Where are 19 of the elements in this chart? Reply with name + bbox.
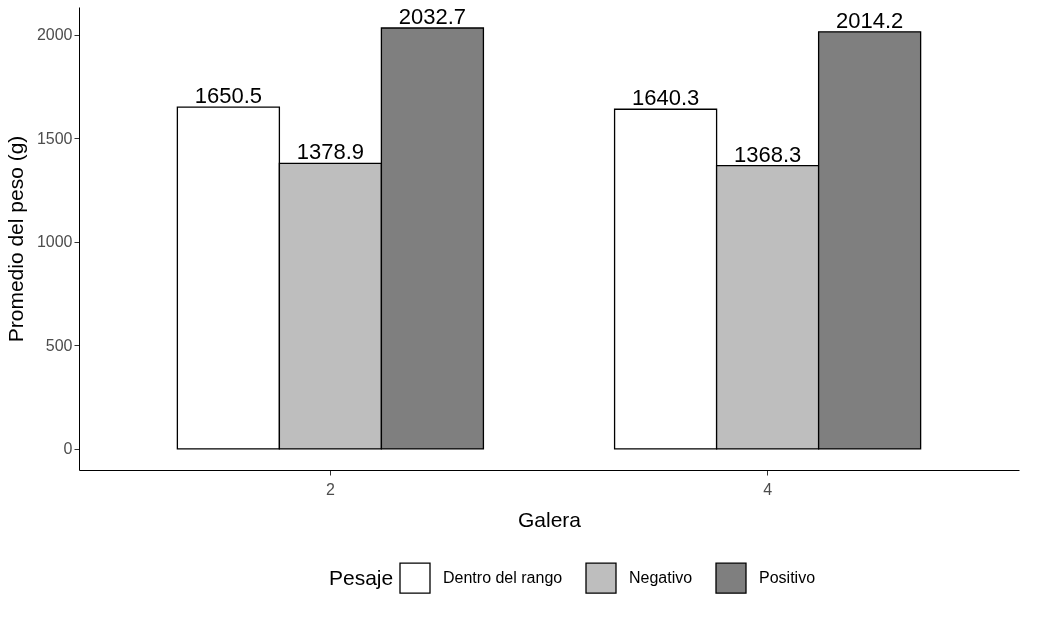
data-label: 1368.3 xyxy=(733,141,802,167)
data-label: 1650.5 xyxy=(194,83,263,109)
y-axis-title: Promedio del peso (g) xyxy=(3,135,27,343)
y-tick-label: 500 xyxy=(45,336,73,354)
y-tick-label: 2000 xyxy=(36,26,73,44)
y-tick-label: 0 xyxy=(63,440,73,458)
data-label: 1640.3 xyxy=(631,85,700,111)
x-tick-label: 4 xyxy=(763,480,773,498)
legend-label: Negativo xyxy=(629,569,693,587)
legend-label: Positivo xyxy=(759,569,816,587)
data-label: 2014.2 xyxy=(835,7,904,33)
y-tick-label: 1500 xyxy=(36,129,73,147)
data-label: 1378.9 xyxy=(296,139,365,165)
y-tick-label: 1000 xyxy=(36,233,73,251)
legend-title: Pesaje xyxy=(329,566,394,589)
data-label: 2032.7 xyxy=(398,3,467,29)
legend-label: Dentro del rango xyxy=(443,569,563,587)
x-axis-title: Galera xyxy=(517,507,582,531)
x-tick-label: 2 xyxy=(325,480,335,498)
